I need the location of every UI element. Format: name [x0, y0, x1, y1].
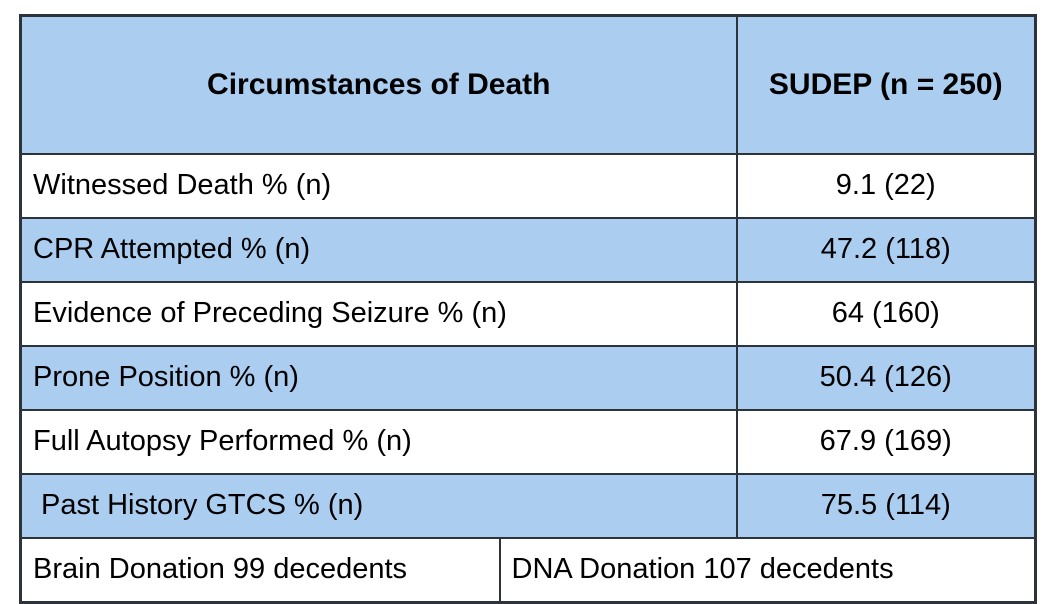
table-row: Full Autopsy Performed % (n) 67.9 (169)	[19, 409, 1037, 475]
row-label-cpr-attempted: CPR Attempted % (n)	[19, 217, 738, 283]
row-label-past-history-gtcs: Past History GTCS % (n)	[19, 473, 738, 539]
table-row: CPR Attempted % (n) 47.2 (118)	[19, 217, 1037, 283]
row-value-past-history-gtcs: 75.5 (114)	[735, 473, 1037, 539]
header-sudep-n: SUDEP (n = 250)	[735, 14, 1037, 155]
row-value-preceding-seizure: 64 (160)	[735, 281, 1037, 347]
circumstances-of-death-table: Circumstances of Death SUDEP (n = 250) W…	[19, 14, 1037, 604]
row-label-preceding-seizure: Evidence of Preceding Seizure % (n)	[19, 281, 738, 347]
table-row: Evidence of Preceding Seizure % (n) 64 (…	[19, 281, 1037, 347]
table-row: Past History GTCS % (n) 75.5 (114)	[19, 473, 1037, 539]
row-value-witnessed-death: 9.1 (22)	[735, 153, 1037, 219]
row-value-full-autopsy: 67.9 (169)	[735, 409, 1037, 475]
table-footer-row: Brain Donation 99 decedents DNA Donation…	[19, 537, 1037, 604]
header-circumstances-of-death: Circumstances of Death	[19, 14, 738, 155]
footer-brain-donation: Brain Donation 99 decedents	[19, 537, 501, 604]
row-label-prone-position: Prone Position % (n)	[19, 345, 738, 411]
sudep-circumstances-table-figure: Circumstances of Death SUDEP (n = 250) W…	[19, 14, 1037, 604]
table-row: Prone Position % (n) 50.4 (126)	[19, 345, 1037, 411]
row-value-prone-position: 50.4 (126)	[735, 345, 1037, 411]
row-label-full-autopsy: Full Autopsy Performed % (n)	[19, 409, 738, 475]
row-value-cpr-attempted: 47.2 (118)	[735, 217, 1037, 283]
footer-dna-donation: DNA Donation 107 decedents	[498, 537, 1037, 604]
table-row: Witnessed Death % (n) 9.1 (22)	[19, 153, 1037, 219]
table-header-row: Circumstances of Death SUDEP (n = 250)	[19, 14, 1037, 155]
row-label-witnessed-death: Witnessed Death % (n)	[19, 153, 738, 219]
